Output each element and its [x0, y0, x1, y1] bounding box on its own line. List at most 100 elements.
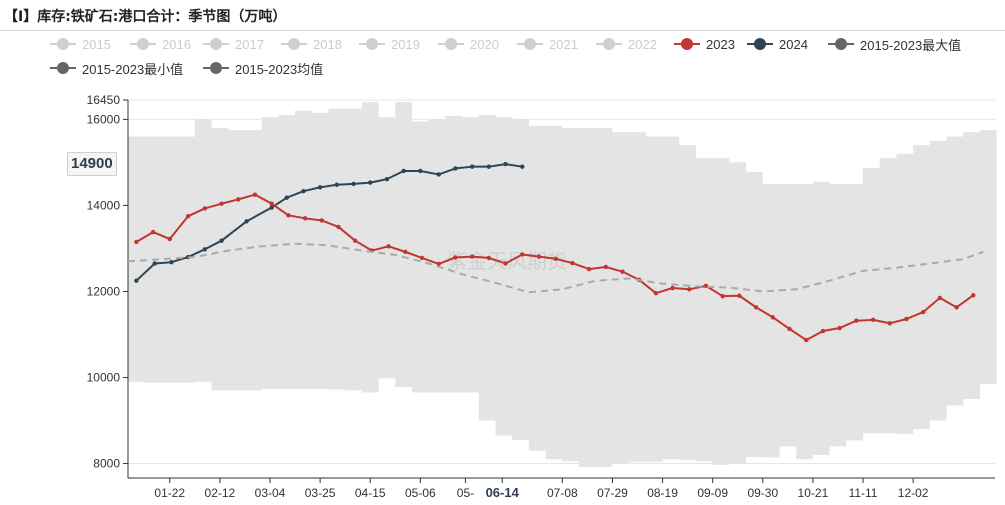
- series-point-2023: [720, 293, 725, 299]
- watermark-text: 紫金天风期货: [447, 249, 567, 273]
- series-point-2024: [169, 259, 174, 265]
- legend-label: 2024: [779, 36, 808, 52]
- series-point-2023: [553, 256, 558, 261]
- legend-item-2015-2023最小值[interactable]: 2015-2023最小值: [50, 58, 183, 78]
- title-divider: [0, 30, 1005, 31]
- legend-label: 2018: [313, 36, 342, 52]
- series-point-2023: [804, 337, 809, 343]
- series-point-2023: [703, 283, 709, 289]
- series-point-2024: [469, 164, 475, 169]
- chart-title: 【I】库存:铁矿石:港口合计：季节图（万吨）: [4, 9, 287, 25]
- legend-swatch-icon: [50, 38, 76, 50]
- legend-label: 2022: [628, 36, 657, 52]
- series-point-2023: [520, 252, 525, 257]
- series-point-2023: [920, 309, 926, 315]
- legend-item-2015-2023最大值[interactable]: 2015-2023最大值: [828, 34, 961, 54]
- series-point-2023: [653, 290, 659, 296]
- legend-label: 2017: [235, 36, 264, 52]
- series-point-2023: [870, 317, 876, 323]
- series: [127, 161, 984, 343]
- x-tick-label: 01-22: [154, 486, 185, 500]
- legend-item-2016[interactable]: 2016: [130, 34, 191, 54]
- legend-item-2021[interactable]: 2021: [517, 34, 578, 54]
- legend-label: 2021: [549, 36, 578, 52]
- legend-item-2015-2023均值[interactable]: 2015-2023均值: [203, 58, 323, 78]
- legend-item-2022[interactable]: 2022: [596, 34, 657, 54]
- x-tick-label: 03-04: [255, 486, 286, 500]
- series-point-2023: [503, 261, 508, 266]
- series-point-2024: [301, 189, 306, 194]
- series-point-2024: [368, 180, 373, 185]
- y-tick-label: 12000: [87, 284, 121, 298]
- series-point-2024: [134, 278, 139, 283]
- legend-item-2020[interactable]: 2020: [438, 34, 499, 54]
- x-tick-label: 09-30: [747, 486, 778, 500]
- series-point-2024: [284, 195, 289, 200]
- series-point-2023: [570, 260, 575, 266]
- series-point-2023: [971, 293, 976, 298]
- series-point-2023: [302, 216, 308, 221]
- legend-swatch-icon: [828, 38, 854, 50]
- series-point-2024: [202, 247, 208, 252]
- series-point-2023: [336, 224, 341, 230]
- series-point-2024: [453, 166, 458, 171]
- series-point-2023: [269, 201, 274, 206]
- axes: 8000 10000 12000 14000 16000 16450 01-22 02-12 0…: [87, 93, 995, 500]
- series-point-2024: [317, 185, 323, 190]
- x-tick-label: 07-08: [547, 486, 578, 500]
- series-point-2023: [820, 328, 826, 334]
- series-point-2024: [520, 164, 525, 169]
- series-point-2024: [486, 164, 492, 169]
- series-point-2024: [503, 161, 508, 167]
- legend-swatch-icon: [747, 38, 773, 50]
- legend-swatch-icon: [359, 38, 385, 50]
- series-point-2023: [219, 201, 224, 206]
- series-point-2023: [403, 249, 408, 255]
- y-tick-label: 14000: [87, 198, 121, 212]
- legend-item-2015[interactable]: 2015: [50, 34, 111, 54]
- legend-swatch-icon: [130, 38, 156, 50]
- series-point-2024: [384, 176, 390, 182]
- series-point-2023: [737, 293, 742, 298]
- x-tick-label-highlight: 06-14: [486, 485, 520, 500]
- x-tick-label: 04-15: [355, 486, 386, 500]
- series-point-2023: [319, 218, 324, 223]
- legend-item-2018[interactable]: 2018: [281, 34, 342, 54]
- series-point-2023: [453, 255, 458, 260]
- x-tick-label: 08-19: [647, 486, 678, 500]
- legend-swatch-icon: [281, 38, 307, 50]
- x-tick-label: 11-11: [849, 486, 878, 500]
- legend-label: 2020: [470, 36, 499, 52]
- watermark: 紫金天风期货: [447, 249, 567, 273]
- legend-item-2023[interactable]: 2023: [674, 34, 735, 54]
- x-tick-label: 09-09: [697, 486, 728, 500]
- x-tick-label: 12-02: [898, 486, 929, 500]
- x-tick-label: 05-06: [405, 486, 436, 500]
- legend-label: 2019: [391, 36, 420, 52]
- series-line-mean: [127, 242, 984, 294]
- x-tick-label: 10-21: [798, 486, 829, 500]
- series-point-2023: [419, 255, 425, 261]
- legend-swatch-icon: [517, 38, 543, 50]
- series-point-2024: [351, 181, 356, 187]
- series-point-2023: [770, 315, 776, 320]
- legend-item-2017[interactable]: 2017: [203, 34, 264, 54]
- series-point-2023: [167, 236, 172, 242]
- series-point-2023: [954, 305, 959, 310]
- x-tick-label: 02-12: [205, 486, 236, 500]
- legend-label: 2023: [706, 36, 735, 52]
- series-point-2023: [787, 326, 792, 332]
- legend-item-2024[interactable]: 2024: [747, 34, 808, 54]
- series-point-2023: [536, 254, 542, 259]
- series-point-2024: [401, 168, 406, 174]
- series-point-2023: [837, 325, 842, 331]
- series-point-2023: [286, 213, 291, 218]
- series-point-2023: [586, 266, 592, 272]
- series-point-2023: [854, 318, 859, 323]
- series-point-2024: [152, 261, 157, 266]
- series-point-2023: [937, 295, 943, 301]
- series-point-2023: [620, 269, 625, 274]
- legend-swatch-icon: [438, 38, 464, 50]
- legend-item-2019[interactable]: 2019: [359, 34, 420, 54]
